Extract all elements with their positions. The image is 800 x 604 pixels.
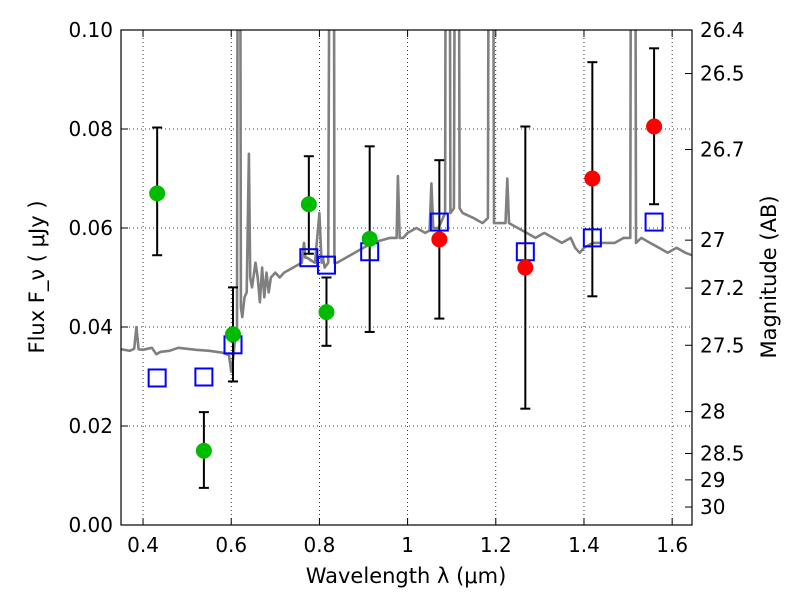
right-tick-label: 30	[700, 495, 725, 519]
plot-frame	[120, 29, 693, 526]
right-tick-label: 27	[700, 228, 725, 252]
x-tick-label: 0.8	[304, 533, 336, 557]
x-axis-label: Wavelength λ (μm)	[306, 564, 507, 588]
x-tick-label: 1	[401, 533, 414, 557]
non-detections-point	[431, 231, 448, 248]
detections-point	[318, 304, 335, 321]
model-square	[147, 368, 167, 388]
non-detections-point	[584, 170, 601, 187]
y-tick-label: 0.00	[68, 513, 113, 537]
detections-point	[224, 326, 241, 343]
detections-point	[195, 442, 212, 459]
model-square	[316, 255, 336, 275]
axes: 0.4 0.6 0.8 1 1.2 1.4 1.6 0.00 0.02 0.04 0.06 0.08 0…	[68, 18, 744, 557]
non-detections-point	[517, 259, 534, 276]
detections-point	[149, 185, 166, 202]
model-square	[582, 228, 602, 248]
right-axis-label: Magnitude (AB)	[757, 195, 781, 358]
detections-point	[300, 196, 317, 213]
model-square	[194, 367, 214, 387]
spectrum-line	[121, 30, 692, 373]
x-tick-label: 0.6	[215, 533, 247, 557]
y-tick-label: 0.02	[68, 414, 113, 438]
non-detections-point	[646, 118, 663, 135]
x-tick-label: 1.4	[568, 533, 600, 557]
x-tick-label: 1.6	[656, 533, 688, 557]
y-tick-label: 0.06	[68, 216, 113, 240]
markers-layer	[147, 47, 664, 489]
right-tick-label: 26.7	[700, 138, 745, 162]
right-tick-label: 26.4	[700, 18, 745, 42]
y-tick-label: 0.10	[68, 18, 113, 42]
right-tick-label: 28.5	[700, 441, 745, 465]
x-tick-label: 0.4	[127, 533, 159, 557]
right-tick-label: 28	[700, 400, 725, 424]
grid	[121, 29, 692, 526]
y-tick-label: 0.04	[68, 315, 113, 339]
spectrum-layer	[121, 30, 692, 373]
x-tick-label: 1.2	[480, 533, 512, 557]
model-square	[644, 212, 664, 232]
detections-point	[361, 230, 378, 247]
right-tick-label: 26.5	[700, 62, 745, 86]
right-tick-label: 27.2	[700, 276, 745, 300]
model-square	[429, 212, 449, 232]
right-tick-label: 29	[700, 468, 725, 492]
y-tick-label: 0.08	[68, 117, 113, 141]
right-tick-label: 27.5	[700, 333, 745, 357]
y-axis-label: Flux F_ν ( μJy )	[25, 200, 50, 353]
